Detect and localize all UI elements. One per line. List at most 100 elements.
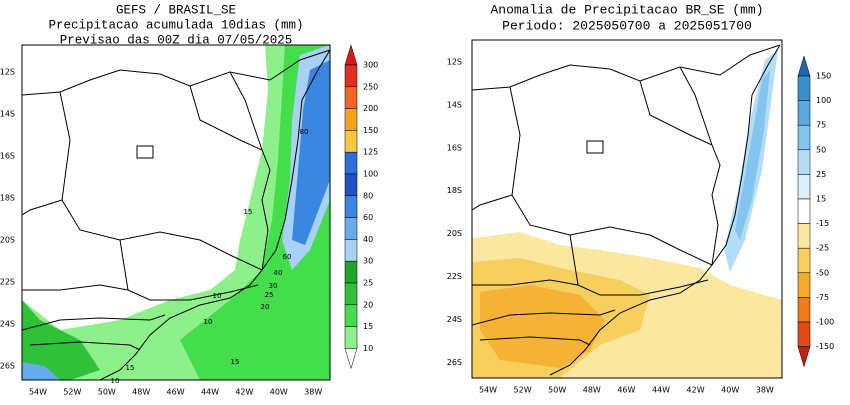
contour-label: 60 (283, 253, 292, 261)
colorbar-label: 25 (816, 170, 826, 179)
colorbar-band (797, 174, 811, 200)
lat-label: 18S (0, 194, 15, 203)
colorbar-label: 15 (363, 322, 373, 331)
colorbar-label: 15 (816, 195, 826, 204)
colorbar-band (797, 272, 811, 298)
colorbar-label: 100 (363, 170, 378, 179)
colorbar-end (797, 55, 811, 77)
colorbar-end (344, 44, 358, 66)
lat-label: 20S (0, 236, 15, 245)
lat-label: 16S (447, 143, 462, 152)
colorbar-end (344, 348, 358, 370)
colorbar-band (797, 75, 811, 101)
title-line: Anomalia de Precipitacao BR_SE (mm) (490, 2, 763, 17)
lat-label: 16S (0, 152, 15, 161)
title-line: Periodo: 2025050700 a 2025051700 (502, 18, 752, 33)
colorbar-label: -50 (816, 268, 829, 277)
lat-label: 18S (447, 186, 462, 195)
lat-label: 22S (0, 278, 15, 287)
lat-label: 24S (447, 315, 462, 324)
colorbar-label: -75 (816, 293, 829, 302)
lon-label: 38W (756, 386, 774, 395)
title-line: GEFS / BRASIL_SE (116, 3, 236, 17)
lat-label: 26S (0, 362, 15, 371)
contour-label: 30 (269, 282, 278, 290)
colorbar-label: -150 (816, 342, 834, 351)
lon-label: 38W (304, 388, 322, 397)
lon-label: 50W (98, 388, 116, 397)
colorbar-label: 250 (363, 82, 378, 91)
colorbar-label: 150 (816, 72, 831, 81)
colorbar-label: 150 (363, 126, 378, 135)
colorbar-band (344, 173, 358, 197)
colorbar-label: 125 (363, 148, 378, 157)
map-frame (471, 39, 783, 379)
lon-label: 42W (687, 386, 705, 395)
contour-label: 15 (126, 364, 135, 372)
colorbar-band (344, 64, 358, 88)
lat-label: 20S (447, 229, 462, 238)
map-frame (21, 44, 331, 381)
colorbar-label: 10 (363, 344, 373, 353)
lat-label: 26S (447, 358, 462, 367)
colorbar-band (344, 282, 358, 306)
colorbar-label: 300 (363, 61, 378, 70)
colorbar-end (797, 346, 811, 368)
lat-label: 24S (0, 320, 15, 329)
colorbar-label: 30 (363, 257, 373, 266)
lon-label: 40W (270, 388, 288, 397)
colorbar-label: -100 (816, 318, 834, 327)
colorbar-band (344, 86, 358, 109)
colorbar-band (344, 326, 358, 349)
colorbar-band (344, 151, 358, 175)
lon-label: 46W (617, 386, 635, 395)
lat-label: 14S (0, 110, 15, 119)
colorbar-band (344, 217, 358, 240)
colorbar-band (797, 100, 811, 126)
contour-label: 40 (274, 269, 283, 277)
lon-label: 48W (132, 388, 150, 397)
colorbar-band (797, 297, 811, 323)
contour-label: 20 (261, 303, 270, 311)
lat-label: 12S (0, 68, 15, 77)
colorbar-band (797, 149, 811, 175)
colorbar-band (797, 223, 811, 249)
colorbar-band (344, 304, 358, 327)
colorbar-label: 100 (816, 96, 831, 105)
lon-label: 52W (63, 388, 81, 397)
title-line: Precipitacao acumulada 10dias (mm) (48, 18, 303, 32)
colorbar-label: 40 (363, 235, 373, 244)
colorbar-band (344, 239, 358, 262)
colorbar-band (797, 321, 811, 347)
contour-label: 25 (265, 291, 274, 299)
lon-label: 48W (583, 386, 601, 395)
colorbar-band (797, 124, 811, 151)
colorbar-band (797, 198, 811, 224)
contour-label: 10 (204, 318, 213, 326)
colorbar-label: -25 (816, 244, 829, 253)
colorbar-label: 25 (363, 279, 373, 288)
colorbar-label: 20 (363, 300, 373, 309)
colorbar-band (797, 247, 811, 274)
lon-label: 52W (514, 386, 532, 395)
contour-label: 10 (213, 292, 222, 300)
colorbar-label: 60 (363, 213, 373, 222)
colorbar-band (344, 108, 358, 131)
colorbar-label: 75 (816, 121, 826, 130)
lat-label: 12S (447, 58, 462, 67)
lon-label: 42W (235, 388, 253, 397)
colorbar-label: 50 (816, 145, 826, 154)
colorbar-label: 200 (363, 104, 378, 113)
colorbar-band (344, 260, 358, 284)
lon-label: 44W (652, 386, 670, 395)
lon-label: 54W (479, 386, 497, 395)
lat-label: 22S (447, 272, 462, 281)
contour-label: 10 (111, 377, 120, 385)
title-line: Previsao das 00Z dia 07/05/2025 (60, 33, 293, 47)
map (472, 44, 782, 378)
contour-label: 15 (231, 358, 240, 366)
colorbar-band (344, 195, 358, 218)
colorbar-label: 80 (363, 191, 373, 200)
lat-label: 14S (447, 100, 462, 109)
